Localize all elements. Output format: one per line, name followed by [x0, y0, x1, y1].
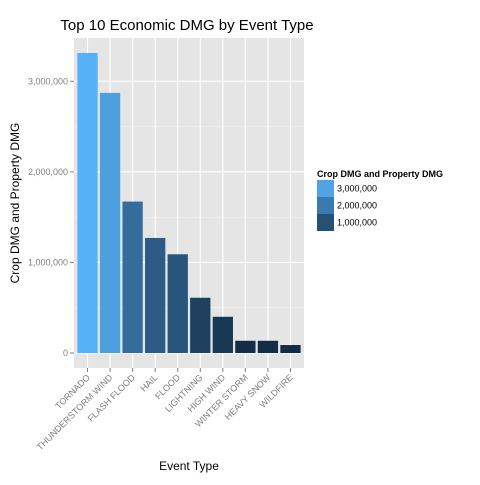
legend-swatch: [317, 180, 334, 197]
y-axis-ticks: 0 1,000,000 2,000,000 3,000,000: [28, 76, 74, 358]
bar: [145, 237, 166, 353]
y-axis-label: Crop DMG and Property DMG: [8, 123, 22, 284]
y-tick-label: 3,000,000: [28, 76, 68, 86]
bar: [99, 92, 121, 353]
legend-label: 3,000,000: [337, 184, 377, 194]
legend-label: 2,000,000: [337, 201, 377, 211]
bar: [122, 201, 143, 353]
bars: [77, 53, 301, 353]
legend-title: Crop DMG and Property DMG: [317, 169, 443, 179]
bar: [257, 340, 279, 353]
legend-label: 1,000,000: [337, 218, 377, 228]
legend: Crop DMG and Property DMG 3,000,000 2,000…: [317, 169, 443, 231]
bar: [77, 53, 98, 353]
x-axis-label: Event Type: [159, 459, 219, 473]
y-tick-label: 0: [63, 348, 68, 358]
y-tick-label: 2,000,000: [28, 167, 68, 177]
legend-swatch: [317, 197, 334, 214]
bar: [235, 340, 256, 353]
bar: [167, 254, 188, 353]
legend-swatch: [317, 214, 334, 231]
chart-title: Top 10 Economic DMG by Event Type: [60, 17, 313, 34]
y-tick-label: 1,000,000: [28, 257, 68, 267]
bar: [280, 345, 301, 353]
bar: [212, 316, 233, 353]
bar: [190, 297, 211, 353]
